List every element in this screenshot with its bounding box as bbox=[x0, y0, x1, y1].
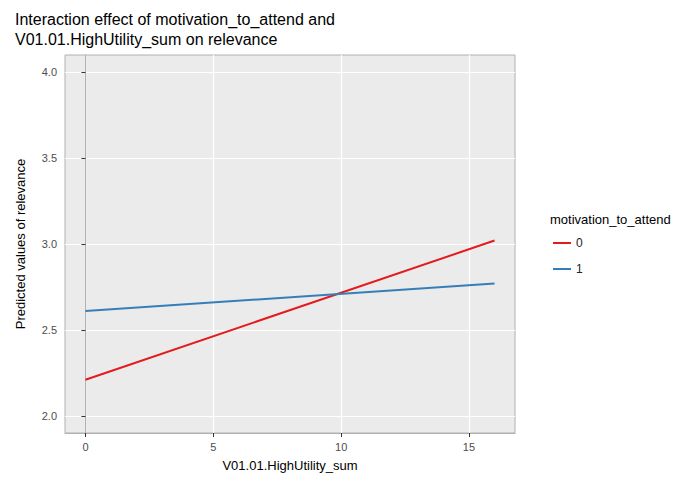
svg-text:3.5: 3.5 bbox=[42, 152, 57, 164]
svg-text:0: 0 bbox=[576, 236, 583, 250]
svg-text:1: 1 bbox=[576, 262, 583, 276]
svg-text:Predicted values of relevance: Predicted values of relevance bbox=[13, 159, 28, 330]
svg-text:V01.01.HighUtility_sum: V01.01.HighUtility_sum bbox=[222, 458, 357, 473]
svg-text:15: 15 bbox=[463, 441, 475, 453]
svg-text:motivation_to_attend: motivation_to_attend bbox=[550, 212, 671, 227]
svg-text:2.0: 2.0 bbox=[42, 410, 57, 422]
svg-text:3.0: 3.0 bbox=[42, 238, 57, 250]
svg-text:0: 0 bbox=[82, 441, 88, 453]
svg-text:V01.01.HighUtility_sum on rele: V01.01.HighUtility_sum on relevance bbox=[15, 31, 277, 49]
svg-text:2.5: 2.5 bbox=[42, 324, 57, 336]
svg-text:5: 5 bbox=[210, 441, 216, 453]
svg-text:10: 10 bbox=[335, 441, 347, 453]
svg-text:4.0: 4.0 bbox=[42, 66, 57, 78]
svg-text:Interaction effect of motivati: Interaction effect of motivation_to_atte… bbox=[15, 11, 335, 29]
